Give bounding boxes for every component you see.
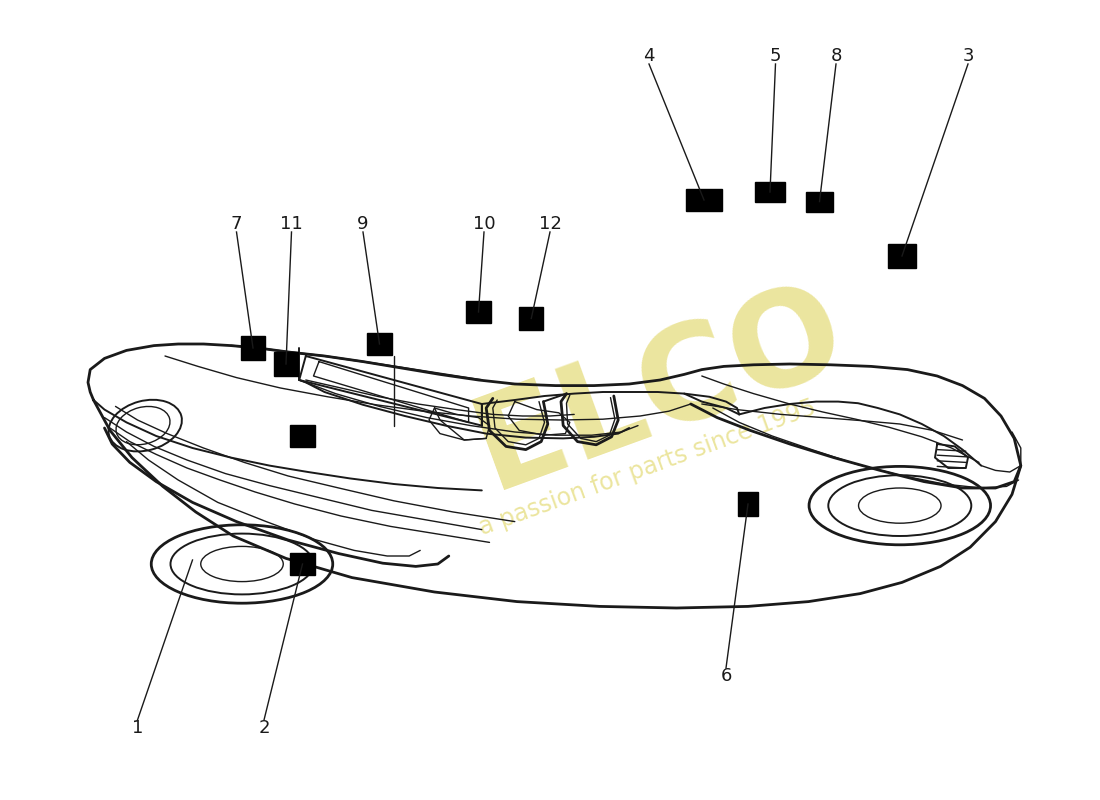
Text: 4: 4 bbox=[644, 47, 654, 65]
FancyBboxPatch shape bbox=[367, 333, 392, 355]
FancyBboxPatch shape bbox=[290, 553, 315, 575]
FancyBboxPatch shape bbox=[889, 244, 915, 268]
Text: 7: 7 bbox=[231, 215, 242, 233]
FancyBboxPatch shape bbox=[805, 192, 834, 212]
FancyBboxPatch shape bbox=[274, 352, 298, 376]
FancyBboxPatch shape bbox=[241, 336, 265, 360]
Text: 12: 12 bbox=[539, 215, 561, 233]
FancyBboxPatch shape bbox=[519, 307, 543, 330]
Text: 3: 3 bbox=[962, 47, 974, 65]
FancyBboxPatch shape bbox=[466, 301, 491, 323]
Text: 1: 1 bbox=[132, 719, 143, 737]
Text: a passion for parts since 1995: a passion for parts since 1995 bbox=[476, 396, 820, 540]
FancyBboxPatch shape bbox=[686, 189, 722, 211]
FancyBboxPatch shape bbox=[738, 492, 758, 516]
Text: 10: 10 bbox=[473, 215, 495, 233]
Text: 9: 9 bbox=[358, 215, 368, 233]
Text: 5: 5 bbox=[770, 47, 781, 65]
FancyBboxPatch shape bbox=[290, 425, 315, 447]
Text: 8: 8 bbox=[830, 47, 842, 65]
Text: 6: 6 bbox=[720, 667, 732, 685]
Text: 11: 11 bbox=[280, 215, 302, 233]
Text: ELCO: ELCO bbox=[458, 265, 862, 515]
Text: 2: 2 bbox=[258, 719, 270, 737]
FancyBboxPatch shape bbox=[755, 182, 785, 202]
